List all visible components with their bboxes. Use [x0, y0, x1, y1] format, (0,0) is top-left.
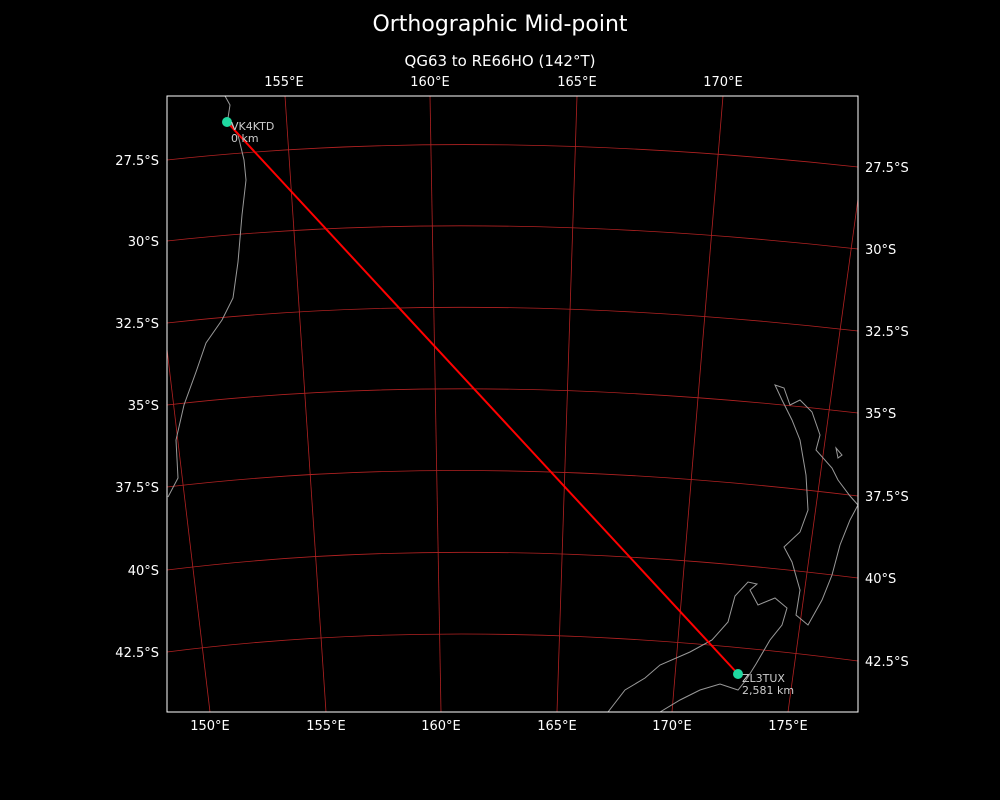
- coastline: [774, 384, 858, 626]
- great-circle-path: [226, 121, 739, 675]
- longitude-line: [671, 96, 724, 712]
- bottom-lon-label: 165°E: [537, 719, 577, 734]
- coastline: [607, 581, 788, 712]
- map-frame: [166, 95, 859, 713]
- bottom-lon-label: 150°E: [190, 719, 230, 734]
- left-lat-label: 35°S: [128, 399, 159, 414]
- path-line: [226, 121, 739, 675]
- bottom-lon-label: 155°E: [306, 719, 346, 734]
- left-lat-label: 40°S: [128, 564, 159, 579]
- left-lat-label: 42.5°S: [115, 646, 159, 661]
- latitude-line: [167, 470, 858, 497]
- coastline: [835, 446, 843, 459]
- coastline: [167, 96, 247, 498]
- latitude-line: [167, 551, 858, 579]
- bottom-lon-label: 160°E: [421, 719, 461, 734]
- latitude-line: [167, 225, 858, 250]
- left-lat-label: 30°S: [128, 235, 159, 250]
- station-marker: [222, 117, 232, 127]
- station-distance: 2,581 km: [742, 684, 794, 697]
- right-lat-label: 35°S: [865, 407, 896, 422]
- station-call: ZL3TUX: [742, 672, 785, 685]
- bottom-lon-label: 175°E: [768, 719, 808, 734]
- right-lat-label: 32.5°S: [865, 325, 909, 340]
- left-lat-label: 37.5°S: [115, 481, 159, 496]
- left-lat-label: 32.5°S: [115, 317, 159, 332]
- top-lon-label: 160°E: [410, 75, 450, 90]
- latitude-line: [167, 388, 858, 414]
- latitude-line: [167, 144, 858, 168]
- right-lat-label: 42.5°S: [865, 655, 909, 670]
- map-subtitle: QG63 to RE66HO (142°T): [404, 52, 596, 70]
- latitude-line: [167, 633, 858, 662]
- tick-labels: 155°E 160°E 165°E 170°E 150°E 155°E 160°E 165°E…: [115, 75, 908, 734]
- left-lat-label: 27.5°S: [115, 154, 159, 169]
- top-lon-label: 155°E: [264, 75, 304, 90]
- longitude-line: [429, 96, 442, 712]
- longitude-line: [556, 96, 578, 712]
- right-lat-label: 40°S: [865, 572, 896, 587]
- station-call: VK4KTD: [231, 120, 274, 133]
- station-marker: [733, 669, 743, 679]
- top-lon-label: 165°E: [557, 75, 597, 90]
- longitude-line: [787, 195, 858, 712]
- bottom-lon-label: 170°E: [652, 719, 692, 734]
- right-lat-label: 30°S: [865, 243, 896, 258]
- longitude-line: [167, 345, 211, 712]
- map-title: Orthographic Mid-point: [372, 12, 628, 37]
- coastlines: [167, 96, 858, 712]
- graticule: [167, 96, 858, 712]
- top-lon-label: 170°E: [703, 75, 743, 90]
- right-lat-label: 27.5°S: [865, 161, 909, 176]
- right-lat-label: 37.5°S: [865, 490, 909, 505]
- latitude-line: [167, 306, 858, 332]
- longitude-line: [284, 96, 327, 712]
- station-distance: 0 km: [231, 132, 259, 145]
